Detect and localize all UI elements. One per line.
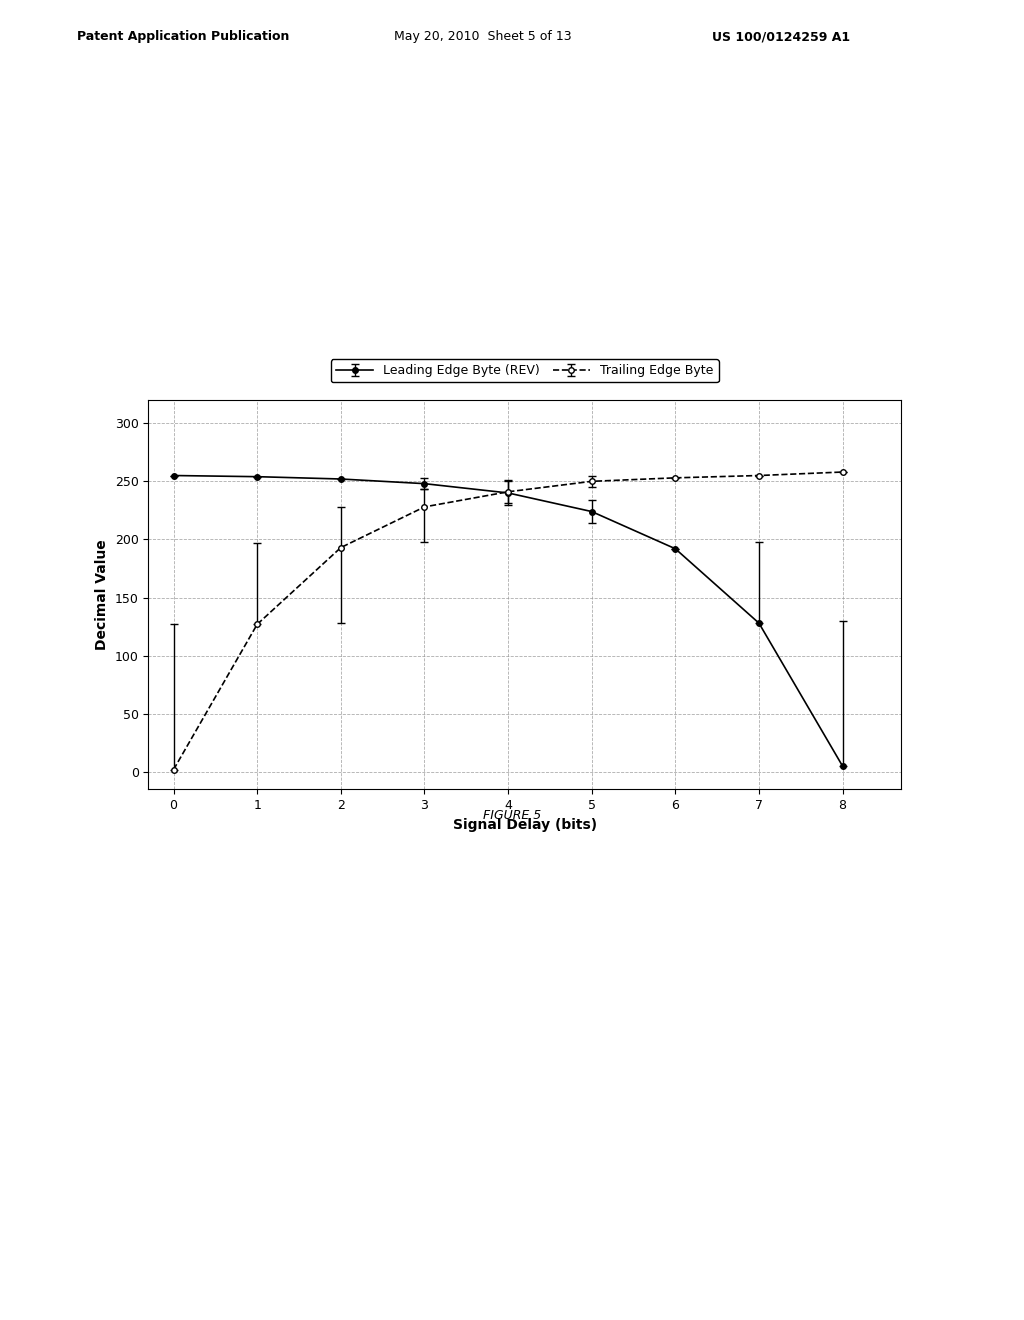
Text: Patent Application Publication: Patent Application Publication xyxy=(77,30,289,44)
X-axis label: Signal Delay (bits): Signal Delay (bits) xyxy=(453,817,597,832)
Text: US 100/0124259 A1: US 100/0124259 A1 xyxy=(712,30,850,44)
Text: FIGURE 5: FIGURE 5 xyxy=(483,809,541,822)
Legend: Leading Edge Byte (REV), Trailing Edge Byte: Leading Edge Byte (REV), Trailing Edge B… xyxy=(331,359,719,383)
Y-axis label: Decimal Value: Decimal Value xyxy=(95,540,110,649)
Text: May 20, 2010  Sheet 5 of 13: May 20, 2010 Sheet 5 of 13 xyxy=(394,30,571,44)
